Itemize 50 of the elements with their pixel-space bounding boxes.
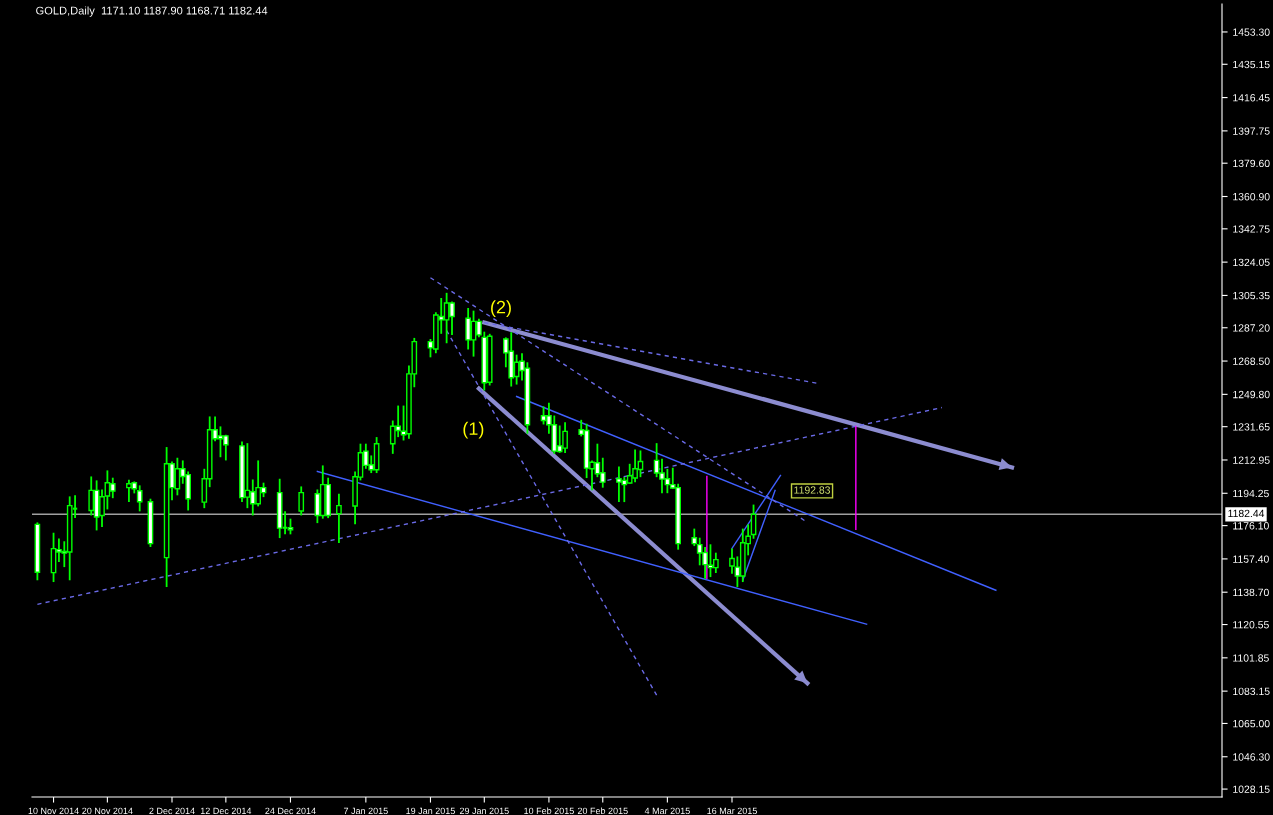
candlestick: [88, 475, 95, 517]
candlestick: [298, 485, 305, 517]
candlestick: [336, 492, 342, 544]
x-tick-label: 10 Nov 2014: [28, 807, 79, 815]
y-tick-label: 1028.15: [1233, 785, 1270, 793]
x-tick-label: 12 Dec 2014: [200, 807, 252, 815]
y-tick-label: 1046.30: [1233, 753, 1270, 761]
candlestick: [136, 484, 143, 513]
y-tick-label: 1249.80: [1233, 390, 1270, 399]
y-tick-label: 1305.35: [1233, 291, 1270, 300]
y-tick-label: 1176.10: [1233, 522, 1269, 530]
x-tick-label: 20 Nov 2014: [82, 807, 133, 815]
candlestick: [599, 456, 606, 489]
y-tick-label: 1416.45: [1233, 94, 1270, 102]
candlestick: [222, 433, 229, 462]
y-tick-label: 1083.15: [1233, 687, 1270, 696]
annotation: 1192.83: [794, 486, 831, 494]
x-tick-label: 29 Jan 2015: [459, 807, 509, 815]
x-tick-label: 10 Feb 2015: [524, 807, 574, 815]
y-tick-label: 1379.60: [1233, 159, 1270, 168]
x-tick-label: 2 Dec 2014: [149, 807, 195, 815]
x-tick-label: 16 Mar 2015: [707, 807, 757, 815]
y-tick-label: 1397.75: [1233, 127, 1270, 135]
x-tick-label: 19 Jan 2015: [406, 807, 455, 815]
candlestick: [465, 307, 472, 351]
y-tick-label: 1101.85: [1233, 654, 1269, 662]
x-tick-label: 4 Mar 2015: [644, 807, 690, 815]
y-tick-label: 1324.05: [1233, 258, 1270, 267]
x-tick-label: 7 Jan 2015: [343, 807, 388, 815]
x-tick-label: 24 Dec 2014: [265, 807, 316, 815]
y-tick-label: 1287.20: [1233, 324, 1270, 332]
annotation: (1): [463, 421, 484, 439]
y-tick-label: 1453.30: [1233, 28, 1270, 36]
y-tick-label: 1138.70: [1233, 588, 1269, 597]
annotation: (2): [491, 300, 511, 318]
y-tick-label: 1435.15: [1233, 60, 1270, 69]
y-tick-label: 1120.55: [1233, 621, 1269, 629]
y-tick-label: 1360.90: [1233, 193, 1270, 201]
ref-line-label: 1182.44: [1228, 509, 1265, 518]
candlestick: [712, 551, 719, 574]
y-tick-label: 1268.50: [1233, 357, 1270, 365]
x-tick-label: 20 Feb 2015: [577, 807, 628, 815]
candlestick: [109, 476, 116, 500]
y-tick-label: 1157.40: [1233, 555, 1269, 563]
chart-title: GOLD,Daily 1171.10 1187.90 1168.71 1182.44: [36, 6, 268, 17]
y-tick-label: 1065.00: [1233, 719, 1270, 728]
y-tick-label: 1231.65: [1233, 423, 1270, 431]
y-tick-label: 1342.75: [1233, 225, 1270, 233]
y-tick-label: 1194.25: [1233, 489, 1269, 498]
y-tick-label: 1212.95: [1233, 456, 1270, 464]
